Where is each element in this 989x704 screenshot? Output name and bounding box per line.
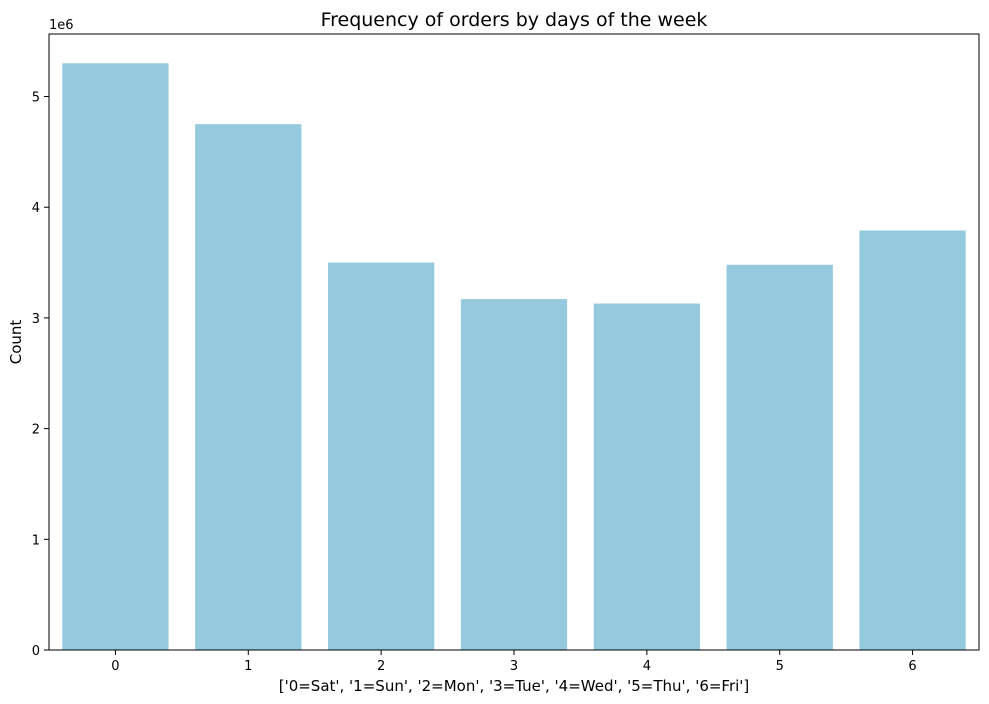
x-tick-label: 6 (908, 659, 916, 674)
x-tick-label: 5 (776, 659, 784, 674)
y-tick-label: 3 (32, 312, 40, 327)
bar-6 (859, 230, 966, 651)
x-tick-label: 3 (510, 659, 518, 674)
y-tick-label: 0 (32, 644, 40, 659)
x-axis-label: ['0=Sat', '1=Sun', '2=Mon', '3=Tue', '4=… (279, 677, 750, 695)
x-tick-label: 1 (244, 659, 252, 674)
y-tick-label: 1 (32, 533, 40, 548)
y-tick-label: 4 (32, 201, 40, 216)
x-ticks-group: 0 1 2 3 4 5 6 (111, 650, 917, 674)
y-ticks-group: 0 1 2 3 4 5 (32, 91, 49, 659)
bar-2 (328, 262, 435, 650)
bar-4 (593, 303, 700, 650)
bar-0 (62, 63, 169, 651)
y-axis-offset-label: 1e6 (49, 18, 74, 33)
bar-3 (460, 299, 568, 650)
bars-group (62, 63, 966, 651)
bar-5 (726, 264, 833, 650)
x-tick-label: 0 (111, 659, 119, 674)
bar-1 (195, 124, 302, 650)
chart-title: Frequency of orders by days of the week (321, 9, 708, 31)
x-tick-label: 4 (643, 659, 651, 674)
x-tick-label: 2 (377, 659, 385, 674)
y-tick-label: 2 (32, 423, 40, 438)
y-axis-label: Count (7, 320, 25, 365)
y-tick-label: 5 (32, 91, 40, 106)
